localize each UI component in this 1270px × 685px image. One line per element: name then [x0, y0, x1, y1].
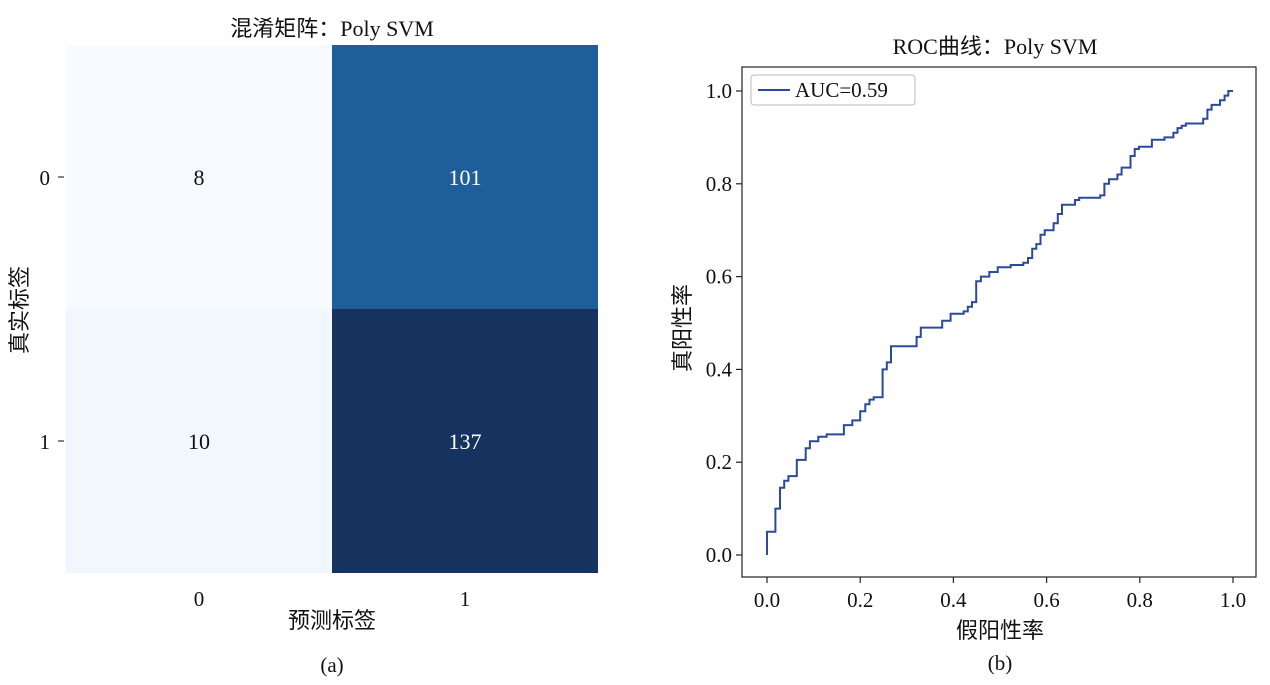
- cm-cell-1-0: [66, 309, 332, 573]
- cm-cell-value-1-0: 10: [188, 429, 210, 454]
- roc-y-tick-4: 0.8: [706, 172, 732, 196]
- roc-series-line: [766, 90, 1233, 555]
- roc-y-tick-5: 1.0: [706, 79, 732, 103]
- roc-title: ROC曲线：Poly SVM: [893, 34, 1098, 59]
- cm-cells: 8 101 10 137: [66, 45, 598, 573]
- roc-y-label: 真阳性率: [670, 284, 695, 372]
- cm-cell-value-0-0: 8: [194, 165, 205, 190]
- panel-label-a: (a): [320, 653, 343, 677]
- roc-x-tick-1: 0.2: [847, 588, 873, 612]
- cm-title: 混淆矩阵：Poly SVM: [230, 16, 434, 41]
- roc-x-tick-0: 0.0: [754, 588, 780, 612]
- cm-cell-value-1-1: 137: [449, 429, 482, 454]
- roc-panel: ROC曲线：Poly SVM 0.0 0.2 0.4 0.6 0.8 1.0 0…: [670, 34, 1257, 675]
- cm-y-tick-0: 0: [40, 166, 51, 190]
- cm-y-axis: 0 1: [40, 166, 64, 454]
- roc-x-label: 假阳性率: [956, 618, 1044, 643]
- cm-cell-1-1: [332, 309, 598, 573]
- roc-y-tick-1: 0.2: [706, 450, 732, 474]
- roc-x-tick-5: 1.0: [1220, 588, 1246, 612]
- cm-cell-0-0: [66, 45, 332, 309]
- cm-cell-0-1: [332, 45, 598, 309]
- roc-x-tick-3: 0.6: [1033, 588, 1059, 612]
- cm-x-tick-0: 0: [194, 587, 205, 611]
- roc-x-tick-4: 0.8: [1127, 588, 1153, 612]
- roc-y-tick-2: 0.4: [706, 357, 733, 381]
- roc-x-tick-2: 0.4: [940, 588, 967, 612]
- panel-label-b: (b): [988, 651, 1013, 675]
- cm-y-label: 真实标签: [7, 266, 32, 354]
- cm-x-label: 预测标签: [288, 608, 376, 633]
- roc-legend: AUC=0.59: [750, 74, 916, 106]
- roc-y-tick-0: 0.0: [706, 543, 732, 567]
- cm-x-axis: 0 1: [194, 587, 471, 611]
- cm-x-tick-1: 1: [460, 587, 471, 611]
- cm-cell-value-0-1: 101: [449, 165, 482, 190]
- roc-y-tick-3: 0.6: [706, 265, 732, 289]
- roc-legend-box: [750, 74, 916, 106]
- cm-y-tick-1: 1: [40, 430, 51, 454]
- roc-ticks: 0.0 0.2 0.4 0.6 0.8 1.0 0.0 0.2 0.4 0.6 …: [706, 79, 1246, 612]
- roc-plot-frame: [741, 66, 1257, 578]
- roc-legend-label: AUC=0.59: [795, 78, 888, 102]
